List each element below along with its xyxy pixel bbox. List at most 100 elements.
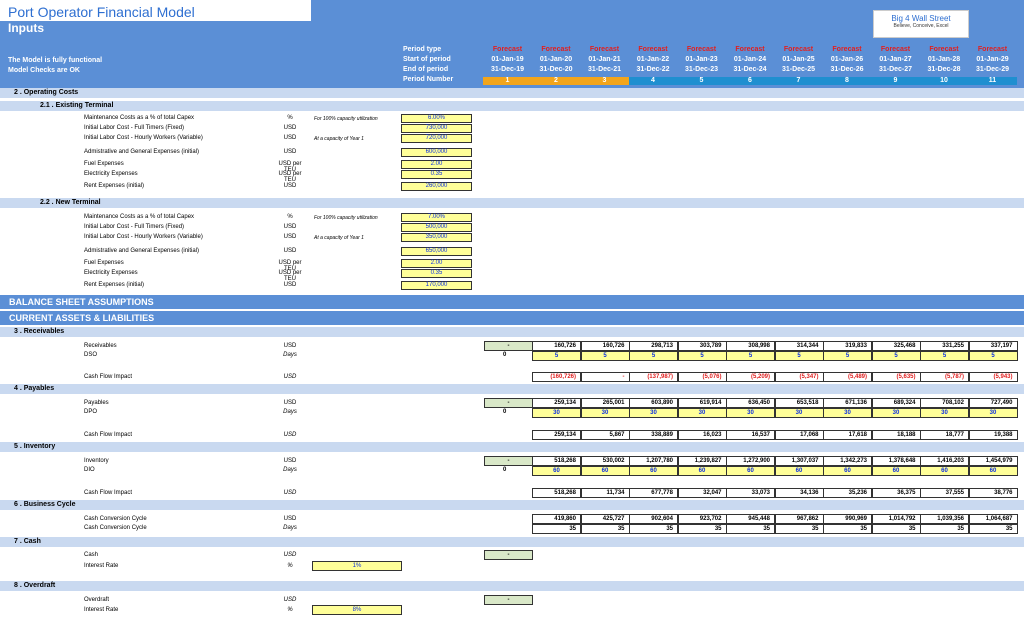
inventory-cell[interactable]: 1,207,780 <box>629 456 678 466</box>
receivables-cell[interactable]: 325,468 <box>871 341 921 351</box>
ccc-days-cell[interactable]: 35 <box>968 524 1018 534</box>
inventory-cell[interactable]: 1,342,273 <box>823 456 872 466</box>
inventory-cfi-cell[interactable]: 37,555 <box>920 488 969 498</box>
payables-cell[interactable]: 636,450 <box>726 398 775 408</box>
inventory-cfi-cell[interactable]: 38,776 <box>968 488 1018 498</box>
inventory-cell[interactable]: 530,002 <box>580 456 630 466</box>
dio-cell[interactable]: 60 <box>871 466 921 476</box>
receivables-cell[interactable]: 314,344 <box>774 341 824 351</box>
dso-cell[interactable]: 5 <box>677 351 727 361</box>
inventory-cfi-cell[interactable]: 33,073 <box>726 488 775 498</box>
receivables-cell[interactable]: 160,726 <box>580 341 630 351</box>
cost-input[interactable]: 2.00 <box>401 259 472 268</box>
receivables-cell[interactable]: 331,255 <box>920 341 969 351</box>
cost-input[interactable]: 650,000 <box>401 247 472 256</box>
payables-cfi-cell[interactable]: 18,188 <box>871 430 921 440</box>
payables-cfi-cell[interactable]: 17,618 <box>823 430 872 440</box>
payables-cfi-cell[interactable]: 5,867 <box>580 430 630 440</box>
inventory-cell[interactable]: 1,239,827 <box>677 456 727 466</box>
dso-cell[interactable]: 5 <box>726 351 775 361</box>
cost-input[interactable]: 720,000 <box>401 134 472 143</box>
cost-input[interactable]: 0.35 <box>401 269 472 278</box>
inventory-cell[interactable]: 1,272,900 <box>726 456 775 466</box>
payables-opening-cell[interactable]: - <box>484 398 533 408</box>
overdraft-opening-cell[interactable]: - <box>484 595 533 605</box>
inventory-cfi-cell[interactable]: 518,268 <box>532 488 581 498</box>
ccc-days-cell[interactable]: 35 <box>871 524 921 534</box>
cash-interest-input[interactable]: 1% <box>312 561 402 571</box>
dso-cell[interactable]: 5 <box>580 351 630 361</box>
dpo-cell[interactable]: 30 <box>774 408 824 418</box>
cost-input[interactable]: 2.00 <box>401 160 472 169</box>
cost-input[interactable]: 170,000 <box>401 281 472 290</box>
payables-cell[interactable]: 727,490 <box>968 398 1018 408</box>
inventory-cfi-cell[interactable]: 677,778 <box>629 488 678 498</box>
cost-input[interactable]: 260,000 <box>401 182 472 191</box>
receivables-cfi-cell[interactable]: - <box>580 372 630 382</box>
dio-cell[interactable]: 60 <box>580 466 630 476</box>
ccc-usd-cell[interactable]: 1,064,687 <box>968 514 1018 524</box>
dpo-cell[interactable]: 30 <box>823 408 872 418</box>
cost-input[interactable]: 7.00% <box>401 213 472 222</box>
ccc-usd-cell[interactable]: 902,604 <box>629 514 678 524</box>
ccc-usd-cell[interactable]: 1,039,356 <box>920 514 969 524</box>
payables-cfi-cell[interactable]: 19,388 <box>968 430 1018 440</box>
payables-cell[interactable]: 603,890 <box>629 398 678 408</box>
ccc-usd-cell[interactable]: 1,014,792 <box>871 514 921 524</box>
payables-cfi-cell[interactable]: 18,777 <box>920 430 969 440</box>
receivables-cell[interactable]: 319,833 <box>823 341 872 351</box>
dso-cell[interactable]: 5 <box>823 351 872 361</box>
receivables-cfi-cell[interactable]: (5,787) <box>920 372 969 382</box>
dpo-cell[interactable]: 30 <box>726 408 775 418</box>
dso-cell[interactable]: 5 <box>871 351 921 361</box>
dpo-cell[interactable]: 30 <box>629 408 678 418</box>
payables-cell[interactable]: 619,914 <box>677 398 727 408</box>
dpo-cell[interactable]: 30 <box>532 408 581 418</box>
inventory-cell[interactable]: 1,416,203 <box>920 456 969 466</box>
cost-input[interactable]: 730,000 <box>401 124 472 133</box>
dpo-cell[interactable]: 30 <box>677 408 727 418</box>
ccc-days-cell[interactable]: 35 <box>920 524 969 534</box>
inventory-cell[interactable]: 1,454,979 <box>968 456 1018 466</box>
payables-cfi-cell[interactable]: 338,889 <box>629 430 678 440</box>
inventory-cfi-cell[interactable]: 32,047 <box>677 488 727 498</box>
receivables-cfi-cell[interactable]: (5,489) <box>823 372 872 382</box>
ccc-days-cell[interactable]: 35 <box>532 524 581 534</box>
dio-cell[interactable]: 60 <box>726 466 775 476</box>
cost-input[interactable]: 6.00% <box>401 114 472 123</box>
ccc-days-cell[interactable]: 35 <box>629 524 678 534</box>
dso-cell[interactable]: 5 <box>920 351 969 361</box>
payables-cell[interactable]: 671,136 <box>823 398 872 408</box>
receivables-cfi-cell[interactable]: (160,726) <box>532 372 581 382</box>
ccc-usd-cell[interactable]: 945,448 <box>726 514 775 524</box>
receivables-cfi-cell[interactable]: (5,635) <box>871 372 921 382</box>
payables-cell[interactable]: 653,518 <box>774 398 824 408</box>
ccc-days-cell[interactable]: 35 <box>726 524 775 534</box>
inventory-cfi-cell[interactable]: 11,734 <box>580 488 630 498</box>
cash-opening-cell[interactable]: - <box>484 550 533 560</box>
receivables-cell[interactable]: 303,789 <box>677 341 727 351</box>
ccc-usd-cell[interactable]: 923,702 <box>677 514 727 524</box>
ccc-days-cell[interactable]: 35 <box>580 524 630 534</box>
dso-cell[interactable]: 5 <box>629 351 678 361</box>
payables-cell[interactable]: 259,134 <box>532 398 581 408</box>
dio-cell[interactable]: 60 <box>677 466 727 476</box>
inventory-opening-cell[interactable]: - <box>484 456 533 466</box>
dio-cell[interactable]: 60 <box>774 466 824 476</box>
inventory-cfi-cell[interactable]: 35,236 <box>823 488 872 498</box>
ccc-usd-cell[interactable]: 967,862 <box>774 514 824 524</box>
inventory-cell[interactable]: 1,307,037 <box>774 456 824 466</box>
inventory-cfi-cell[interactable]: 34,136 <box>774 488 824 498</box>
dpo-cell[interactable]: 30 <box>968 408 1018 418</box>
ccc-days-cell[interactable]: 35 <box>823 524 872 534</box>
cost-input[interactable]: 500,000 <box>401 223 472 232</box>
cost-input[interactable]: 600,000 <box>401 148 472 157</box>
dso-cell[interactable]: 5 <box>968 351 1018 361</box>
receivables-cfi-cell[interactable]: (5,209) <box>726 372 775 382</box>
receivables-cell[interactable]: 337,197 <box>968 341 1018 351</box>
payables-cfi-cell[interactable]: 259,134 <box>532 430 581 440</box>
receivables-opening-cell[interactable]: - <box>484 341 533 351</box>
ccc-usd-cell[interactable]: 990,969 <box>823 514 872 524</box>
ccc-days-cell[interactable]: 35 <box>677 524 727 534</box>
inventory-cell[interactable]: 1,378,648 <box>871 456 921 466</box>
